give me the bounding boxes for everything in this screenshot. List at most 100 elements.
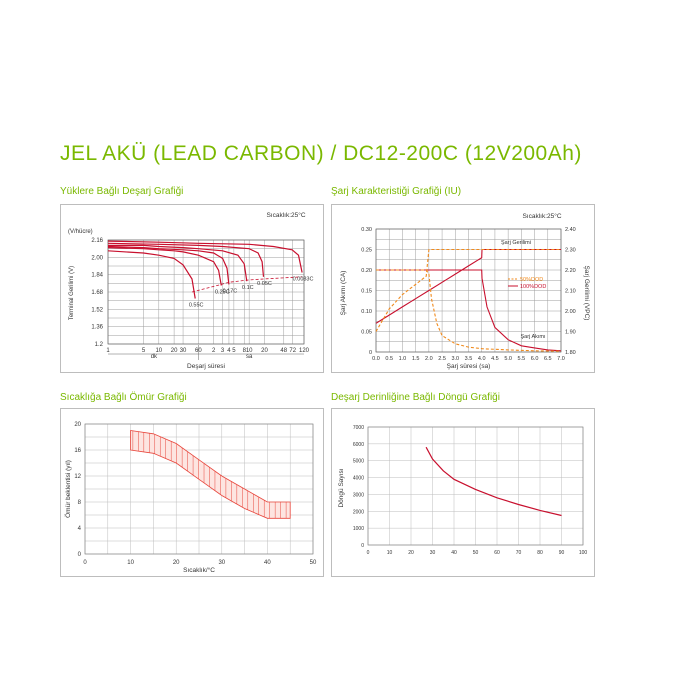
y-tick-label: 1.52 (91, 307, 103, 313)
curve-label: 0.0083C (293, 277, 314, 283)
y-tick-label: 0 (78, 552, 82, 558)
x-tick-label: 6.0 (531, 356, 539, 362)
current-annotation: Şarj Akımı (520, 334, 545, 340)
y-tick-label: 20 (74, 422, 81, 428)
curve-label: 0.55C (189, 303, 204, 309)
page-title: JEL AKÜ (LEAD CARBON) / DC12-200C (12V20… (60, 142, 582, 165)
x-tick-label: 10 (387, 550, 393, 556)
x-tick-label-h: 72 (289, 348, 296, 354)
x-tick-label: 50 (473, 550, 479, 556)
y-left-tick-label: 0.20 (361, 268, 372, 274)
end-voltage-line (191, 276, 303, 293)
x-tick-label-h: 20 (261, 348, 268, 354)
discharge-curve (107, 247, 222, 286)
y-axis-label: Döngü Sayısı (338, 468, 345, 507)
curve-label: 0.25C (215, 290, 230, 296)
x-tick-label: 60 (494, 550, 500, 556)
x-tick-label: 20 (408, 550, 414, 556)
x-tick-label-h: 4 (227, 348, 231, 354)
cycle-chart-panel: 0 1000 2000 3000 4000 5000 6000 7000 0 10 20 30 40 50… (331, 408, 595, 577)
y-axis-label: Terminal Gerilimi (V) (69, 266, 75, 320)
x-tick-label: 0 (367, 550, 370, 556)
x-unit-h: sa (246, 354, 253, 360)
y-tick-label: 1000 (353, 526, 364, 532)
x-tick-label: 90 (559, 550, 565, 556)
life-chart-title: Sıcaklığa Bağlı Ömür Grafiği (60, 392, 187, 403)
x-tick-label: 80 (537, 550, 543, 556)
charge-curve (376, 269, 562, 352)
charge-chart-title: Şarj Karakteristiği Grafiği (IU) (331, 186, 462, 197)
x-tick-label: 3.0 (451, 356, 459, 362)
x-tick-label: 4.0 (478, 356, 486, 362)
y-tick-label: 1.36 (91, 325, 103, 331)
discharge-chart: 2.16 2.00 1.84 1.68 1.52 1.36 1.2 (V/hücre) Term… (68, 211, 314, 370)
x-tick-label-h: 5 (232, 348, 236, 354)
x-tick-label: 1.5 (412, 356, 420, 362)
x-tick-label: 50 (310, 560, 317, 566)
y-left-tick-label: 0.10 (361, 309, 372, 315)
curve-label: 0.17C (223, 288, 238, 294)
y-tick-label: 2.00 (91, 255, 103, 261)
temperature-note: Sıcaklık:25°C (266, 211, 305, 219)
x-axis-label: Şarj süresi (sa) (447, 363, 491, 370)
y-left-tick-label: 0.25 (361, 248, 372, 254)
y-axis-label: Ömür beklentisi (yıl) (64, 460, 72, 518)
discharge-chart-title: Yüklere Bağlı Deşarj Grafiği (60, 186, 184, 197)
y-tick-label: 7000 (353, 425, 364, 431)
charge-curve (375, 248, 561, 332)
x-axis-label: Sıcaklık/°C (183, 566, 215, 574)
y-right-tick-label: 2.00 (565, 309, 576, 315)
y-left-tick-label: 0.05 (361, 330, 372, 336)
y-tick-label: 1.84 (91, 273, 103, 279)
x-axis-label: Deşarj süresi (187, 363, 225, 370)
x-tick-label-h: 10 (246, 348, 253, 354)
plot-frame (107, 239, 305, 345)
x-tick-label: 20 (173, 560, 180, 566)
cycle-chart: 0 1000 2000 3000 4000 5000 6000 7000 0 10 20 30 40 50… (338, 425, 587, 556)
x-tick-label-min: 30 (180, 348, 187, 354)
discharge-curve (107, 250, 196, 299)
legend-label: 50%DOD (520, 277, 543, 283)
x-tick-label-min: 10 (155, 348, 162, 354)
y-tick-label: 0 (361, 543, 364, 549)
x-tick-label: 7.0 (557, 356, 565, 362)
x-tick-label-min: 20 (171, 348, 178, 354)
y-tick-label: 2.16 (91, 238, 103, 244)
plot-frame (367, 426, 584, 546)
x-tick-label-min: 1 (106, 348, 110, 354)
plot-frame (84, 423, 314, 555)
y-unit-label: (V/hücre) (68, 229, 93, 235)
x-tick-label: 30 (430, 550, 436, 556)
charge-chart-panel: 0.0 0.5 1.0 1.5 2.0 2.5 3.0 3.5 4.0 4.5 5.0 5.5 6.0 6… (331, 204, 595, 373)
discharge-curve (107, 240, 303, 273)
y-tick-label: 1.68 (91, 290, 103, 296)
y-tick-label: 12 (74, 474, 81, 480)
x-tick-label: 40 (451, 550, 457, 556)
x-tick-label: 2.0 (425, 356, 433, 362)
x-tick-label: 4.5 (491, 356, 499, 362)
y-tick-label: 6000 (353, 442, 364, 448)
temperature-note: Sıcaklık:25°C (522, 212, 561, 220)
curve-label: 0.05C (257, 281, 272, 287)
y-tick-label: 5000 (353, 459, 364, 465)
cycle-chart-title: Deşarj Derinliğine Bağlı Döngü Grafiği (331, 392, 500, 403)
x-tick-label: 5.5 (518, 356, 526, 362)
charge-chart: 0.0 0.5 1.0 1.5 2.0 2.5 3.0 3.5 4.0 4.5 5.0 5.5 6.0 6… (340, 212, 590, 370)
voltage-annotation: Şarj Gerilimi (501, 240, 531, 246)
x-tick-label: 6.5 (544, 356, 552, 362)
x-tick-label: 0.0 (372, 356, 380, 362)
x-tick-label: 0 (83, 560, 87, 566)
y-tick-label: 1.2 (95, 342, 104, 348)
y-tick-label: 3000 (353, 492, 364, 498)
y-tick-label: 2000 (353, 509, 364, 515)
x-tick-label-min: 5 (142, 348, 146, 354)
charge-curve (375, 248, 561, 324)
y-left-axis-label: Şarj Akımı (CA) (340, 271, 347, 316)
y-right-tick-label: 1.80 (565, 350, 576, 356)
y-right-tick-label: 2.20 (565, 268, 576, 274)
x-tick-label-h: 120 (299, 348, 310, 354)
x-tick-label: 1.0 (399, 356, 407, 362)
y-right-axis-label: Şarj Gerilimi (VPC) (583, 266, 590, 321)
x-tick-label: 30 (218, 560, 225, 566)
x-tick-label: 5.0 (504, 356, 512, 362)
